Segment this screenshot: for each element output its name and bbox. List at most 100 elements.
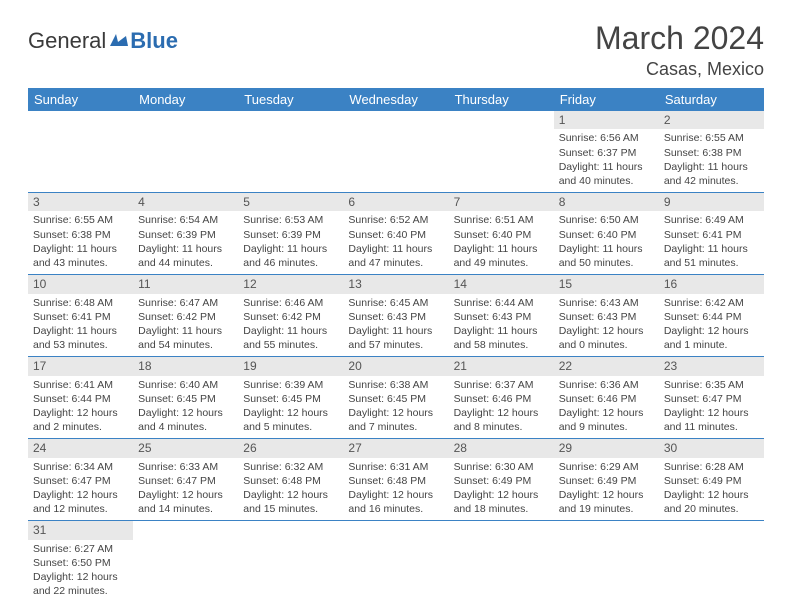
calendar-week-row: 17Sunrise: 6:41 AMSunset: 6:44 PMDayligh… [28,357,764,439]
calendar-day-cell: 16Sunrise: 6:42 AMSunset: 6:44 PMDayligh… [659,275,764,357]
day-details: Sunrise: 6:55 AMSunset: 6:38 PMDaylight:… [659,129,764,192]
calendar-day-cell: 5Sunrise: 6:53 AMSunset: 6:39 PMDaylight… [238,193,343,275]
day-details: Sunrise: 6:46 AMSunset: 6:42 PMDaylight:… [238,294,343,357]
calendar-day-cell: 20Sunrise: 6:38 AMSunset: 6:45 PMDayligh… [343,357,448,439]
day-number: 24 [28,439,133,457]
calendar-day-cell: 15Sunrise: 6:43 AMSunset: 6:43 PMDayligh… [554,275,659,357]
day-details: Sunrise: 6:47 AMSunset: 6:42 PMDaylight:… [133,294,238,357]
calendar-day-cell: 25Sunrise: 6:33 AMSunset: 6:47 PMDayligh… [133,439,238,521]
day-number: 15 [554,275,659,293]
calendar-day-cell: 10Sunrise: 6:48 AMSunset: 6:41 PMDayligh… [28,275,133,357]
page-header: General Blue March 2024 Casas, Mexico [28,20,764,80]
weekday-header: Friday [554,88,659,111]
calendar-day-cell [238,111,343,193]
calendar-day-cell: 18Sunrise: 6:40 AMSunset: 6:45 PMDayligh… [133,357,238,439]
day-number: 23 [659,357,764,375]
day-number: 10 [28,275,133,293]
day-details: Sunrise: 6:30 AMSunset: 6:49 PMDaylight:… [449,458,554,521]
day-details: Sunrise: 6:48 AMSunset: 6:41 PMDaylight:… [28,294,133,357]
calendar-day-cell [238,521,343,603]
day-details: Sunrise: 6:52 AMSunset: 6:40 PMDaylight:… [343,211,448,274]
day-details: Sunrise: 6:35 AMSunset: 6:47 PMDaylight:… [659,376,764,439]
day-number: 17 [28,357,133,375]
day-details: Sunrise: 6:56 AMSunset: 6:37 PMDaylight:… [554,129,659,192]
calendar-day-cell [343,111,448,193]
day-number: 28 [449,439,554,457]
calendar-day-cell: 31Sunrise: 6:27 AMSunset: 6:50 PMDayligh… [28,521,133,603]
location-label: Casas, Mexico [595,59,764,80]
calendar-day-cell: 8Sunrise: 6:50 AMSunset: 6:40 PMDaylight… [554,193,659,275]
day-number: 30 [659,439,764,457]
calendar-day-cell: 24Sunrise: 6:34 AMSunset: 6:47 PMDayligh… [28,439,133,521]
calendar-day-cell: 11Sunrise: 6:47 AMSunset: 6:42 PMDayligh… [133,275,238,357]
day-details: Sunrise: 6:50 AMSunset: 6:40 PMDaylight:… [554,211,659,274]
day-number: 14 [449,275,554,293]
day-number: 13 [343,275,448,293]
calendar-day-cell: 14Sunrise: 6:44 AMSunset: 6:43 PMDayligh… [449,275,554,357]
day-number: 22 [554,357,659,375]
day-details: Sunrise: 6:37 AMSunset: 6:46 PMDaylight:… [449,376,554,439]
day-details: Sunrise: 6:28 AMSunset: 6:49 PMDaylight:… [659,458,764,521]
calendar-day-cell [133,111,238,193]
calendar-week-row: 24Sunrise: 6:34 AMSunset: 6:47 PMDayligh… [28,439,764,521]
calendar-day-cell [449,521,554,603]
calendar-day-cell [28,111,133,193]
day-number: 1 [554,111,659,129]
calendar-day-cell: 1Sunrise: 6:56 AMSunset: 6:37 PMDaylight… [554,111,659,193]
calendar-day-cell: 9Sunrise: 6:49 AMSunset: 6:41 PMDaylight… [659,193,764,275]
day-number: 11 [133,275,238,293]
day-number: 6 [343,193,448,211]
day-number: 29 [554,439,659,457]
calendar-day-cell: 22Sunrise: 6:36 AMSunset: 6:46 PMDayligh… [554,357,659,439]
day-details: Sunrise: 6:45 AMSunset: 6:43 PMDaylight:… [343,294,448,357]
day-details: Sunrise: 6:49 AMSunset: 6:41 PMDaylight:… [659,211,764,274]
calendar-week-row: 3Sunrise: 6:55 AMSunset: 6:38 PMDaylight… [28,193,764,275]
day-details: Sunrise: 6:34 AMSunset: 6:47 PMDaylight:… [28,458,133,521]
day-number: 5 [238,193,343,211]
day-details: Sunrise: 6:51 AMSunset: 6:40 PMDaylight:… [449,211,554,274]
calendar-day-cell: 26Sunrise: 6:32 AMSunset: 6:48 PMDayligh… [238,439,343,521]
calendar-day-cell: 21Sunrise: 6:37 AMSunset: 6:46 PMDayligh… [449,357,554,439]
calendar-day-cell: 28Sunrise: 6:30 AMSunset: 6:49 PMDayligh… [449,439,554,521]
calendar-day-cell: 3Sunrise: 6:55 AMSunset: 6:38 PMDaylight… [28,193,133,275]
brand-logo: General Blue [28,28,178,54]
weekday-header: Thursday [449,88,554,111]
brand-part2: Blue [130,28,178,54]
day-number: 27 [343,439,448,457]
day-number: 31 [28,521,133,539]
calendar-day-cell: 2Sunrise: 6:55 AMSunset: 6:38 PMDaylight… [659,111,764,193]
weekday-header: Monday [133,88,238,111]
day-details: Sunrise: 6:29 AMSunset: 6:49 PMDaylight:… [554,458,659,521]
day-number: 7 [449,193,554,211]
day-details: Sunrise: 6:40 AMSunset: 6:45 PMDaylight:… [133,376,238,439]
day-number: 4 [133,193,238,211]
calendar-day-cell: 27Sunrise: 6:31 AMSunset: 6:48 PMDayligh… [343,439,448,521]
day-details: Sunrise: 6:32 AMSunset: 6:48 PMDaylight:… [238,458,343,521]
weekday-header: Sunday [28,88,133,111]
day-details: Sunrise: 6:33 AMSunset: 6:47 PMDaylight:… [133,458,238,521]
day-details: Sunrise: 6:36 AMSunset: 6:46 PMDaylight:… [554,376,659,439]
calendar-day-cell: 4Sunrise: 6:54 AMSunset: 6:39 PMDaylight… [133,193,238,275]
day-number: 8 [554,193,659,211]
calendar-day-cell: 17Sunrise: 6:41 AMSunset: 6:44 PMDayligh… [28,357,133,439]
weekday-header: Saturday [659,88,764,111]
calendar-day-cell: 29Sunrise: 6:29 AMSunset: 6:49 PMDayligh… [554,439,659,521]
day-number: 3 [28,193,133,211]
day-number: 12 [238,275,343,293]
day-number: 18 [133,357,238,375]
calendar-day-cell: 30Sunrise: 6:28 AMSunset: 6:49 PMDayligh… [659,439,764,521]
day-details: Sunrise: 6:38 AMSunset: 6:45 PMDaylight:… [343,376,448,439]
day-number: 2 [659,111,764,129]
day-number: 19 [238,357,343,375]
day-number: 25 [133,439,238,457]
calendar-day-cell [133,521,238,603]
day-details: Sunrise: 6:55 AMSunset: 6:38 PMDaylight:… [28,211,133,274]
day-details: Sunrise: 6:31 AMSunset: 6:48 PMDaylight:… [343,458,448,521]
day-details: Sunrise: 6:43 AMSunset: 6:43 PMDaylight:… [554,294,659,357]
calendar-day-cell: 19Sunrise: 6:39 AMSunset: 6:45 PMDayligh… [238,357,343,439]
day-number: 9 [659,193,764,211]
calendar-day-cell [449,111,554,193]
calendar-day-cell: 7Sunrise: 6:51 AMSunset: 6:40 PMDaylight… [449,193,554,275]
brand-part1: General [28,28,106,54]
day-details: Sunrise: 6:44 AMSunset: 6:43 PMDaylight:… [449,294,554,357]
